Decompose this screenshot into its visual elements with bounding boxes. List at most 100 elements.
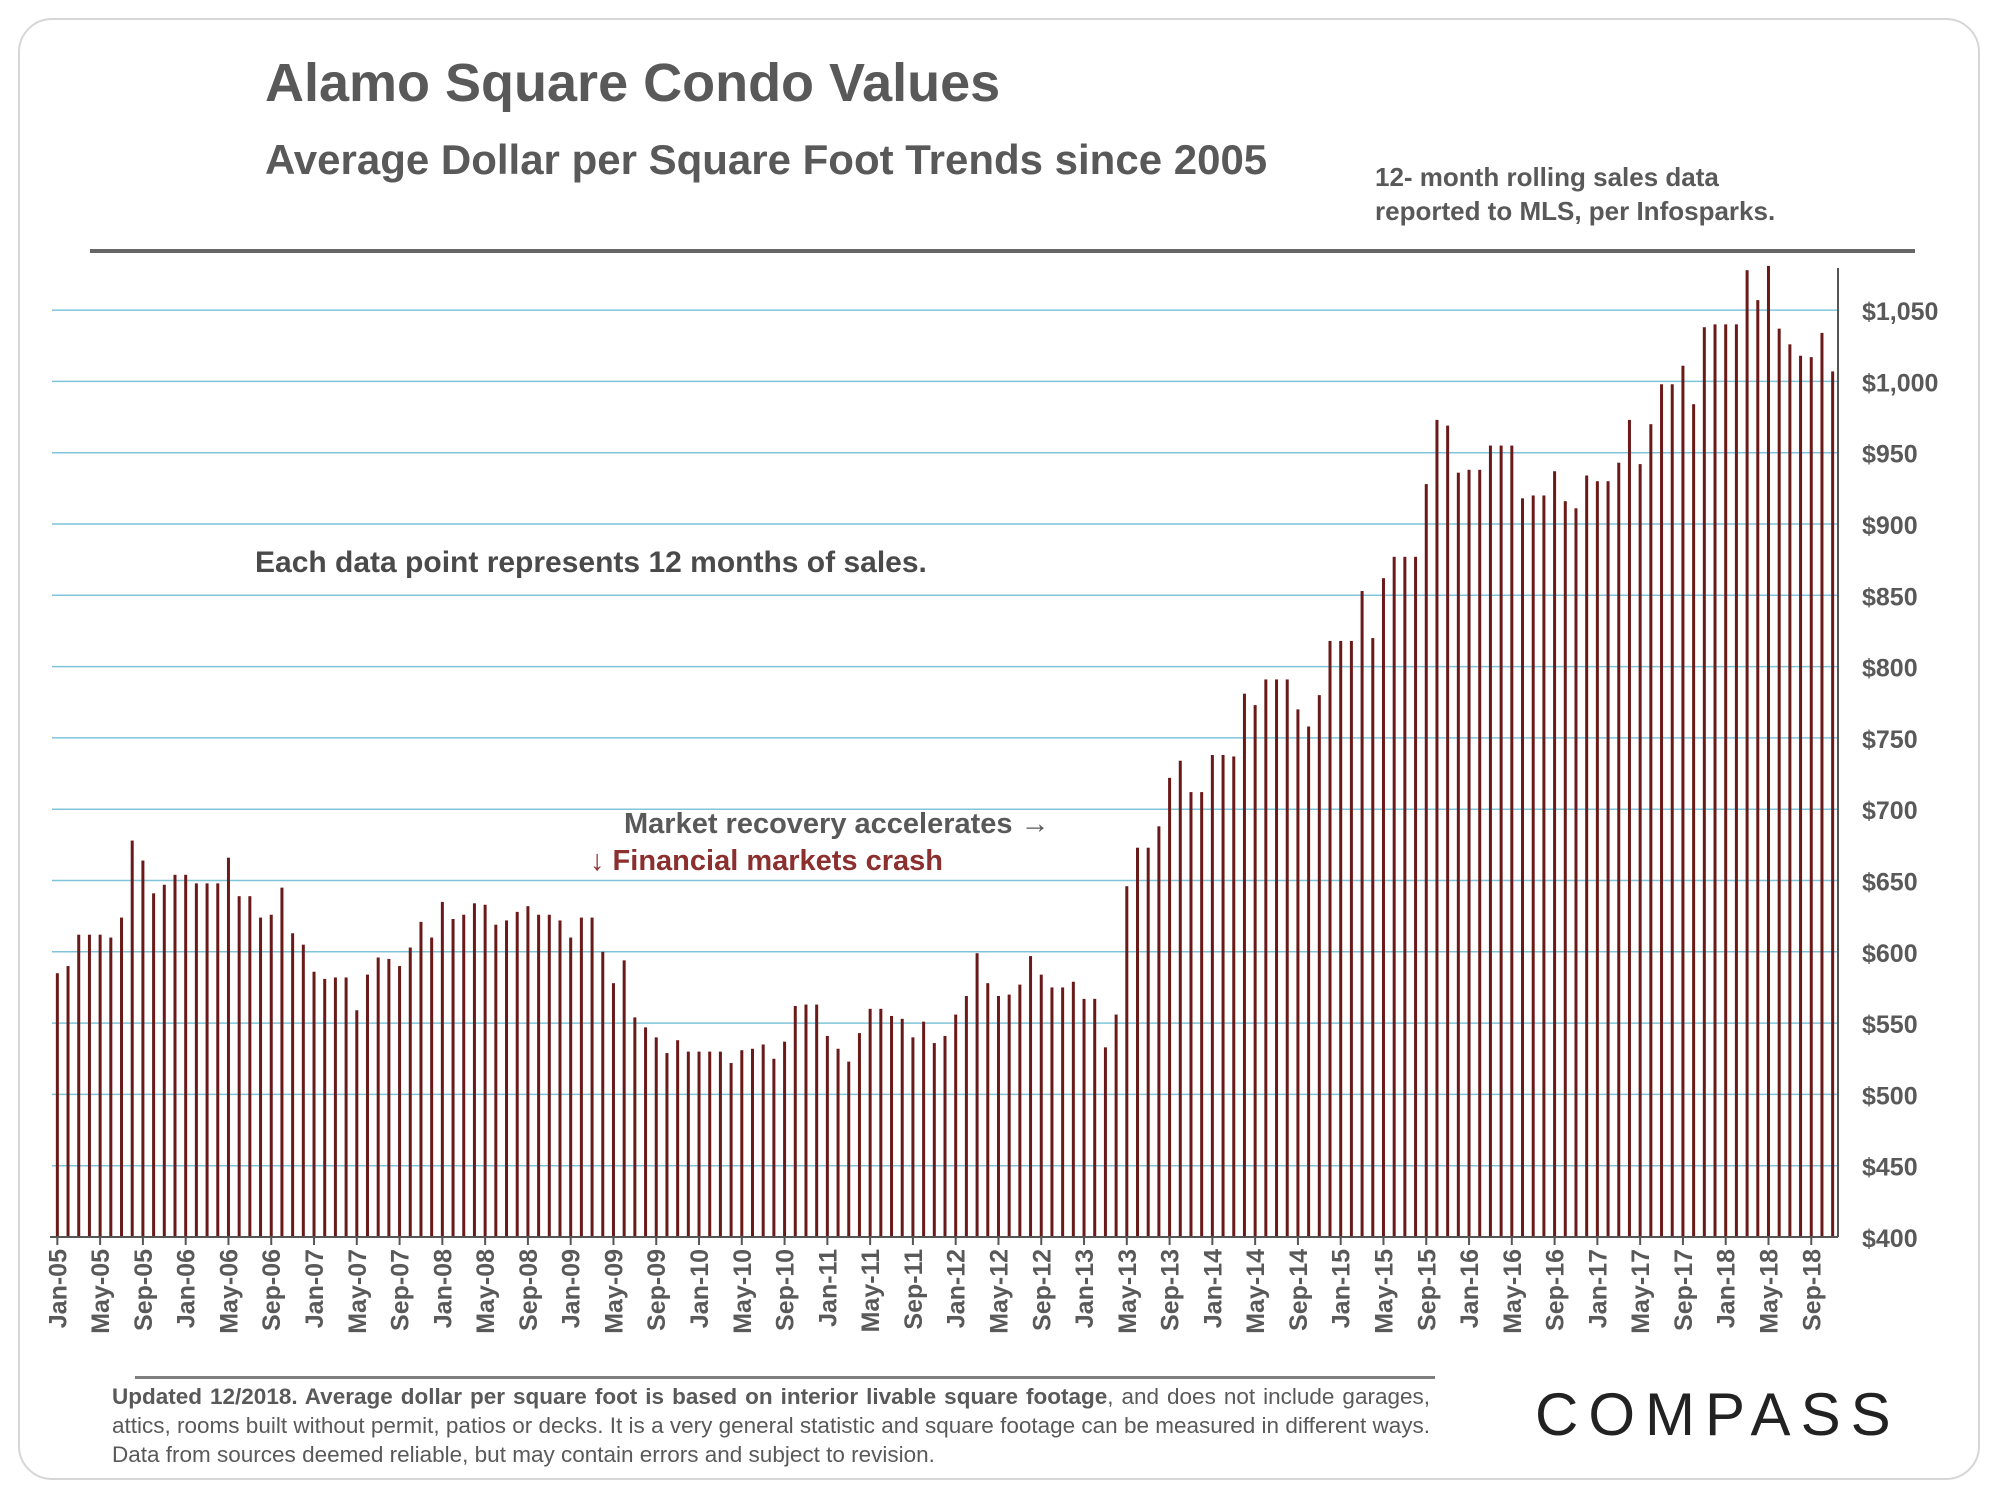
bar: [1125, 886, 1129, 1237]
x-tick-label: May-07: [344, 1249, 372, 1334]
x-tick-label: Sep-17: [1670, 1249, 1698, 1331]
x-tick-label: Jan-15: [1328, 1249, 1356, 1328]
x-tick-label: Jan-06: [173, 1249, 201, 1328]
x-tick-label: Jan-18: [1713, 1249, 1741, 1328]
y-tick-label: $850: [1862, 583, 1918, 611]
bar: [1617, 462, 1621, 1237]
bar: [1360, 591, 1364, 1237]
bar: [1178, 760, 1182, 1237]
x-tick-label: May-13: [1114, 1249, 1142, 1334]
bar: [526, 906, 530, 1237]
bar: [1381, 578, 1385, 1237]
x-tick-label: May-10: [729, 1249, 757, 1334]
bar: [98, 934, 102, 1237]
bar: [301, 944, 305, 1237]
x-tick-label: Jan-12: [943, 1249, 971, 1328]
footnote-bold: Updated 12/2018. Average dollar per squa…: [112, 1384, 1108, 1409]
bar: [815, 1004, 819, 1237]
bar: [558, 920, 562, 1237]
bar: [601, 951, 605, 1237]
bar: [1595, 481, 1599, 1238]
bar: [1820, 332, 1824, 1237]
bar: [1317, 695, 1321, 1237]
bar: [686, 1051, 690, 1237]
bar: [1039, 974, 1043, 1237]
bar: [579, 917, 583, 1237]
bar: [216, 883, 220, 1237]
bar: [162, 884, 166, 1237]
bar: [312, 971, 316, 1237]
bar: [1809, 357, 1813, 1238]
bar: [772, 1058, 776, 1237]
annotation-financial-crash: ↓ Financial markets crash: [590, 845, 943, 877]
bar: [1799, 355, 1803, 1237]
bar: [109, 937, 113, 1237]
bar: [1339, 640, 1343, 1237]
bar: [323, 978, 327, 1237]
bar: [1061, 987, 1065, 1237]
bar: [483, 904, 487, 1237]
bar: [1285, 679, 1289, 1237]
bar: [633, 1017, 637, 1237]
x-tick-label: Jan-13: [1071, 1249, 1099, 1328]
bar: [804, 1004, 808, 1237]
bar: [205, 883, 209, 1237]
x-tick-label: Sep-12: [1028, 1249, 1056, 1331]
bar: [515, 911, 519, 1237]
bar: [1296, 709, 1300, 1237]
bar: [194, 883, 198, 1237]
bar: [130, 840, 134, 1237]
bar: [890, 1015, 894, 1237]
x-tick-label: Sep-13: [1157, 1249, 1185, 1331]
x-tick-label: May-08: [472, 1249, 500, 1334]
bar: [120, 917, 124, 1237]
chart-subtitle: Average Dollar per Square Foot Trends si…: [265, 136, 1268, 183]
bar: [825, 1035, 829, 1237]
bar: [1766, 265, 1770, 1237]
x-tick-label: Sep-05: [130, 1249, 158, 1331]
bar: [1424, 484, 1428, 1237]
bar: [1670, 384, 1674, 1237]
y-tick-label: $1,050: [1862, 298, 1938, 326]
bar: [729, 1063, 733, 1237]
bar: [954, 1014, 958, 1237]
y-tick-label: $550: [1862, 1011, 1918, 1039]
annotation-each-point: Each data point represents 12 months of …: [255, 546, 927, 579]
bar: [55, 973, 59, 1237]
bar: [1168, 777, 1172, 1237]
x-tick-label: Sep-09: [643, 1249, 671, 1331]
bar: [1018, 984, 1022, 1237]
x-tick-label: May-05: [87, 1249, 115, 1334]
bar: [259, 917, 263, 1237]
bar: [1221, 755, 1225, 1237]
bar: [676, 1040, 680, 1237]
bar: [451, 919, 455, 1237]
bar: [654, 1037, 658, 1237]
bar: [440, 901, 444, 1237]
y-tick-label: $600: [1862, 940, 1918, 968]
source-note-line-2: reported to MLS, per Infosparks.: [1375, 196, 1776, 226]
bar: [462, 914, 466, 1237]
bar: [1702, 327, 1706, 1237]
bar: [494, 924, 498, 1237]
y-tick-label: $700: [1862, 797, 1918, 825]
bar: [333, 977, 337, 1237]
bar: [1328, 640, 1332, 1237]
bar: [1660, 384, 1664, 1237]
x-tick-label: Jan-17: [1584, 1249, 1612, 1328]
bar: [1510, 445, 1514, 1237]
bar: [1371, 638, 1375, 1237]
bar: [750, 1048, 754, 1237]
bar: [376, 957, 380, 1237]
x-tick-label: Jan-14: [1199, 1249, 1227, 1328]
bar: [77, 934, 81, 1237]
x-tick-label: Sep-15: [1413, 1249, 1441, 1331]
bar: [1692, 404, 1696, 1237]
footnote-divider: [135, 1376, 1435, 1379]
bar: [152, 893, 156, 1237]
x-tick-label: May-06: [215, 1249, 243, 1334]
x-tick-label: May-14: [1242, 1249, 1270, 1334]
bar: [1275, 679, 1279, 1237]
bar: [975, 953, 979, 1237]
x-tick-label: Sep-10: [772, 1249, 800, 1331]
